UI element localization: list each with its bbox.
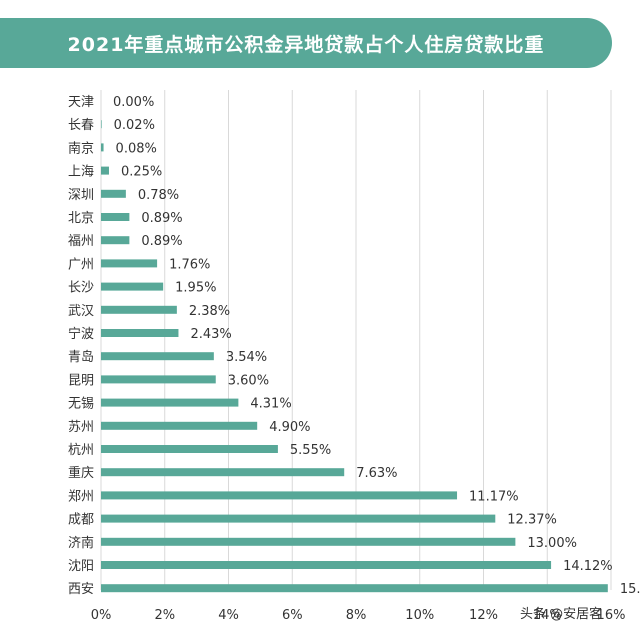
data-label: 14.12% [563,559,613,574]
x-tick-label: 16% [597,608,626,623]
data-label: 0.08% [116,141,157,156]
chart-title: 2021年重点城市公积金异地贷款占个人住房贷款比重 [67,33,545,56]
data-label: 12.37% [507,513,557,528]
bar [101,189,126,198]
category-label: 青岛 [68,349,94,365]
bar [101,305,177,314]
data-label: 0.89% [141,211,182,226]
category-label: 天津 [68,95,94,110]
data-label: 2.43% [190,327,231,342]
x-tick-label: 8% [346,608,367,623]
x-tick-label: 14% [533,608,562,623]
data-label: 11.17% [469,489,519,504]
bar [101,421,258,430]
category-label: 深圳 [68,188,94,203]
data-label: 2.38% [189,304,230,319]
category-label: 上海 [68,165,94,180]
category-label: 长春 [68,118,94,133]
data-label: 15.90% [620,582,640,597]
bar [101,236,130,245]
bar [101,561,552,569]
data-label: 1.76% [169,257,210,272]
category-label: 杭州 [68,443,94,458]
bar [101,514,496,523]
category-label: 南京 [68,140,94,156]
bar [101,352,214,361]
data-label: 7.63% [356,466,397,481]
data-label: 13.00% [527,536,577,551]
bar [101,143,104,152]
category-label: 宁波 [68,326,94,342]
watermark: 头条 @安居客 [520,607,603,622]
category-label: 武汉 [68,304,94,319]
category-label: 重庆 [68,465,94,481]
category-label: 昆明 [68,373,94,388]
category-label: 北京 [68,211,94,226]
bar [101,375,216,384]
data-label: 0.00% [113,95,154,110]
bar [101,282,164,291]
data-label: 0.89% [141,234,182,249]
bar [101,584,608,593]
category-label: 苏州 [68,419,94,435]
bar [101,445,278,453]
x-tick-label: 12% [469,608,498,623]
data-label: 4.90% [269,420,310,435]
data-label: 3.60% [228,373,269,388]
data-label: 1.95% [175,281,216,296]
category-label: 沈阳 [68,559,94,574]
title-banner: 2021年重点城市公积金异地贷款占个人住房贷款比重 [0,18,612,68]
bar [101,398,239,407]
data-label: 0.25% [121,165,162,180]
data-label: 5.55% [290,443,331,458]
category-label: 郑州 [68,489,94,504]
data-label: 0.02% [114,118,155,133]
bar [101,491,458,500]
bar [101,329,179,337]
x-tick-label: 0% [91,608,112,623]
bar [101,213,130,221]
x-tick-label: 6% [282,608,303,623]
category-label: 济南 [68,535,94,551]
bar [101,468,345,477]
bar [101,537,516,546]
category-label: 无锡 [68,397,94,412]
category-label: 西安 [68,582,94,597]
x-tick-label: 4% [218,608,239,623]
x-tick-label: 10% [405,608,434,623]
data-label: 3.54% [226,350,267,365]
category-label: 长沙 [68,281,94,296]
category-label: 广州 [68,257,94,272]
bar [101,259,158,268]
data-label: 0.78% [138,188,179,203]
bar [101,166,109,175]
x-tick-label: 2% [154,608,175,623]
data-label: 4.31% [250,397,291,412]
category-label: 福州 [68,234,94,249]
category-label: 成都 [68,513,94,528]
bar [101,120,102,129]
